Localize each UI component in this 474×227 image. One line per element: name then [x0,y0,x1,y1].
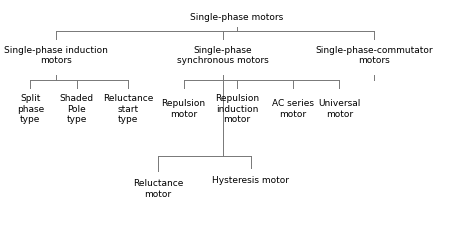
Text: Repulsion
induction
motor: Repulsion induction motor [215,94,259,124]
Text: Reluctance
start
type: Reluctance start type [103,94,153,124]
Text: Single-phase motors: Single-phase motors [191,13,283,22]
Text: Universal
motor: Universal motor [318,99,360,119]
Text: Reluctance
motor: Reluctance motor [133,179,183,199]
Text: Single-phase-commutator
motors: Single-phase-commutator motors [315,46,433,65]
Text: Hysteresis motor: Hysteresis motor [212,176,290,185]
Text: Single-phase induction
motors: Single-phase induction motors [4,46,108,65]
Text: AC series
motor: AC series motor [272,99,314,119]
Text: Split
phase
type: Split phase type [17,94,44,124]
Text: Repulsion
motor: Repulsion motor [162,99,206,119]
Text: Shaded
Pole
type: Shaded Pole type [60,94,94,124]
Text: Single-phase
synchronous motors: Single-phase synchronous motors [177,46,269,65]
